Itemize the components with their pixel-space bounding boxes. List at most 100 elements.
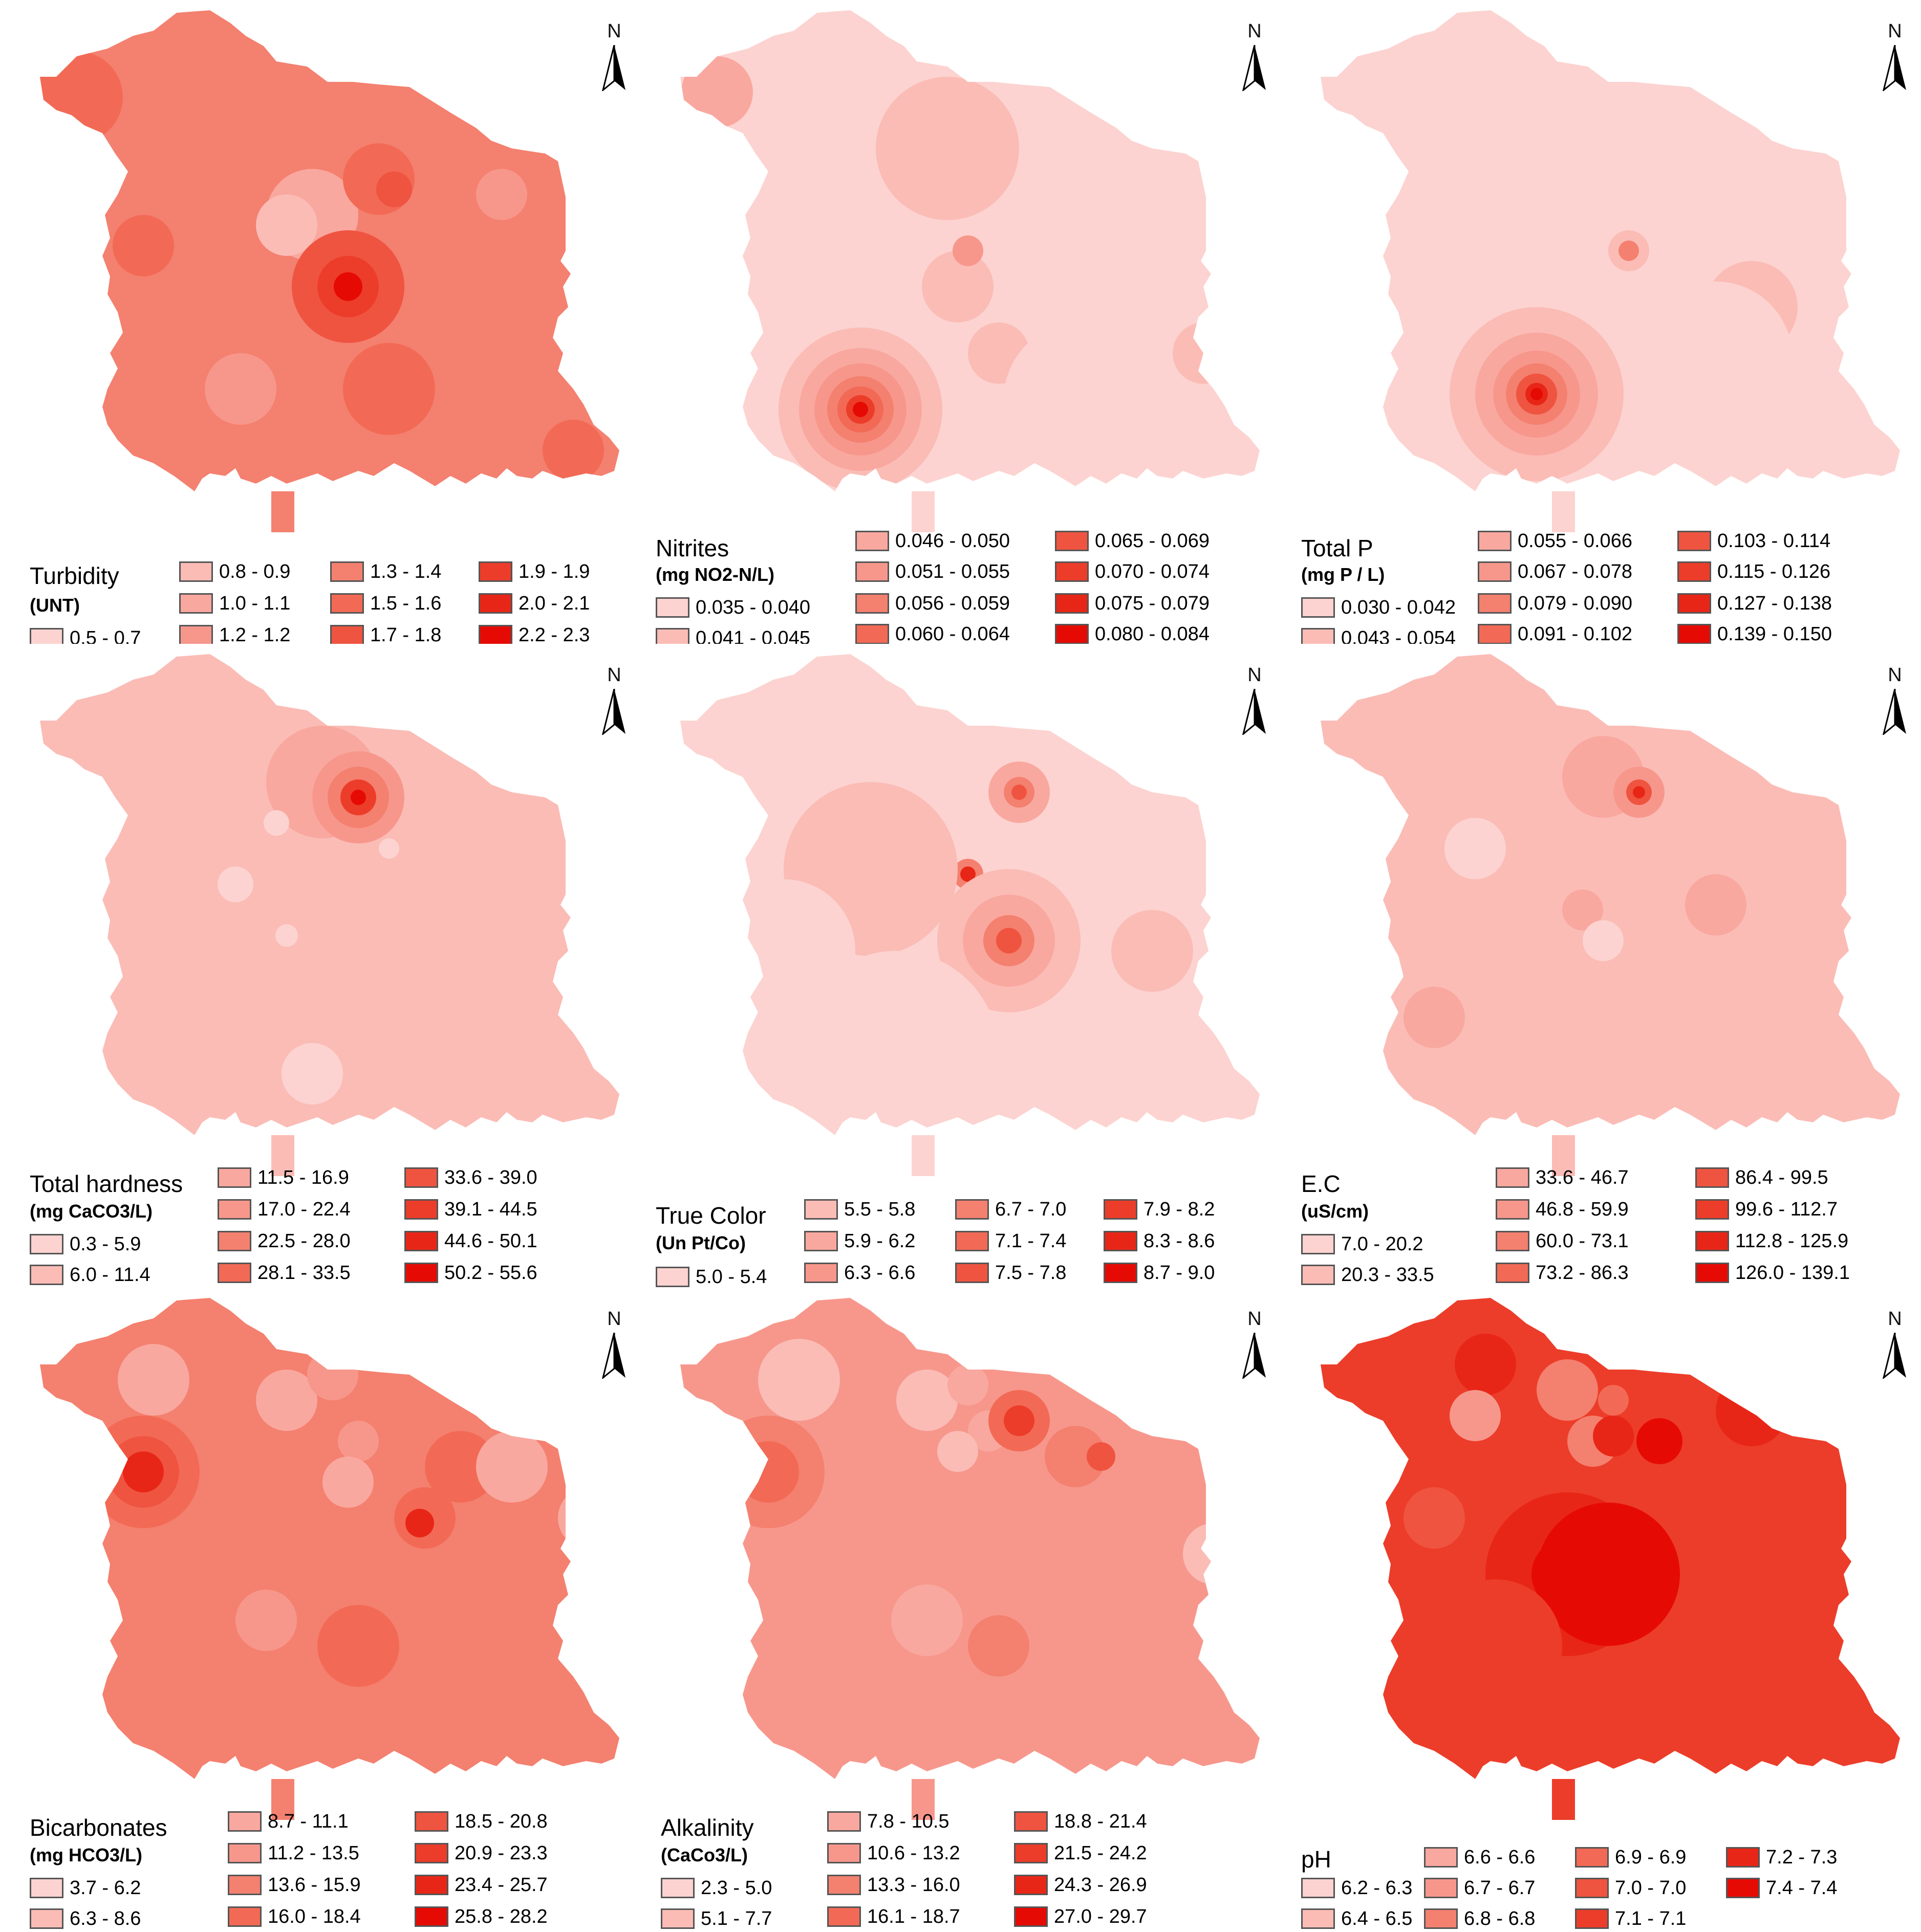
legend-item: 1.7 - 1.8 — [330, 623, 441, 644]
legend-label: 3.7 - 6.2 — [70, 1877, 141, 1899]
legend-swatch — [661, 1908, 695, 1929]
legend-label: 22.5 - 28.0 — [257, 1230, 351, 1252]
contour-zone — [1101, 1579, 1183, 1661]
legend-swatch — [179, 593, 213, 614]
legend-label: 2.2 - 2.3 — [519, 624, 590, 644]
contour-zone — [1173, 322, 1234, 384]
legend-swatch — [1695, 1263, 1729, 1283]
legend-label: 11.5 - 16.9 — [257, 1166, 349, 1188]
legend-unit: (uS/cm) — [1301, 1201, 1369, 1222]
contour-zone — [405, 1509, 434, 1537]
legend-swatch — [955, 1263, 989, 1283]
legend-label: 0.046 - 0.050 — [895, 530, 1010, 552]
legend-label: 13.6 - 15.9 — [268, 1874, 361, 1896]
contour-zone — [1429, 1579, 1562, 1712]
legend-label: 5.0 - 5.4 — [696, 1266, 767, 1288]
contour-zone — [113, 215, 174, 276]
contour-zone — [317, 1605, 399, 1687]
legend-swatch — [1575, 1847, 1609, 1868]
legend-unit: (UNT) — [30, 595, 80, 616]
legend-swatch — [1014, 1811, 1048, 1832]
legend-swatch — [656, 1267, 689, 1287]
legend-label: 0.091 - 0.102 — [1518, 623, 1632, 644]
legend-item: 2.3 - 5.0 — [661, 1876, 772, 1900]
contour-zone — [1537, 1359, 1598, 1421]
legend-label: 60.0 - 73.1 — [1536, 1230, 1629, 1252]
legend-item: 0.070 - 0.074 — [1055, 560, 1210, 583]
legend-swatch — [179, 561, 213, 582]
legend-swatch — [1104, 1199, 1137, 1220]
contour-zone — [275, 924, 298, 947]
legend-swatch — [656, 628, 689, 644]
legend-item: 25.8 - 28.2 — [415, 1905, 548, 1928]
contour-zone — [256, 1370, 317, 1431]
contour-zone — [876, 77, 1019, 220]
legend-swatch — [228, 1906, 262, 1927]
legend-item: 6.0 - 11.4 — [30, 1263, 150, 1287]
contour-zone — [1111, 910, 1193, 992]
legend-item: 126.0 - 139.1 — [1695, 1261, 1850, 1285]
legend-label: 7.1 - 7.1 — [1615, 1907, 1687, 1929]
north-label: N — [1247, 20, 1262, 42]
legend-item: 99.6 - 112.7 — [1695, 1198, 1838, 1221]
legend-unit: (mg HCO3/L) — [30, 1844, 142, 1865]
legend-item: 5.5 - 5.8 — [804, 1198, 915, 1221]
legend-item: 6.7 - 7.0 — [955, 1198, 1066, 1221]
legend-label: 1.5 - 1.6 — [370, 592, 442, 614]
legend-item: 22.5 - 28.0 — [218, 1229, 351, 1253]
legend-label: 6.6 - 6.6 — [1464, 1846, 1536, 1868]
contour-zone — [1721, 956, 1813, 1048]
legend-unit: (mg P / L) — [1301, 564, 1385, 585]
legend-swatch — [1695, 1231, 1729, 1251]
map-panel-8: N Alkalinity (CaCo3/L) 2.3 - 5.0 5.1 - 7.7 7.… — [640, 1288, 1281, 1931]
legend-label: 7.2 - 7.3 — [1766, 1846, 1838, 1868]
contour-zone — [1531, 1538, 1603, 1610]
contour-zone — [996, 928, 1022, 953]
legend-title: pH — [1301, 1846, 1331, 1873]
contour-zone — [235, 1590, 297, 1651]
legend-label: 13.3 - 16.0 — [867, 1874, 960, 1896]
legend-swatch — [1496, 1231, 1529, 1251]
contour-zone — [1583, 920, 1624, 961]
legend-swatch — [1496, 1263, 1529, 1283]
legend-item: 0.5 - 0.7 — [30, 626, 141, 644]
contour-zone — [937, 1431, 978, 1472]
legend-label: 39.1 - 44.5 — [444, 1198, 537, 1220]
legend-swatch — [415, 1906, 448, 1927]
legend-label: 0.035 - 0.040 — [696, 596, 810, 618]
legend-item: 0.079 - 0.090 — [1478, 592, 1632, 615]
contour-zone — [1618, 241, 1639, 261]
contour-zone — [953, 235, 983, 266]
legend-swatch — [1301, 1908, 1335, 1929]
legend-title: Total hardness — [30, 1170, 183, 1197]
contour-zone — [896, 1370, 958, 1431]
legend-title: Total P — [1301, 535, 1373, 561]
contour-zone — [334, 272, 362, 301]
legend-item: 5.9 - 6.2 — [804, 1229, 915, 1253]
legend-label: 33.6 - 46.7 — [1536, 1166, 1629, 1188]
legend-label: 0.115 - 0.126 — [1717, 560, 1831, 582]
legend-label: 0.075 - 0.079 — [1095, 592, 1210, 614]
legend-swatch — [218, 1199, 251, 1220]
legend-title: Alkalinity — [661, 1814, 754, 1841]
legend-item: 7.0 - 20.2 — [1301, 1232, 1423, 1256]
legend-item: 23.4 - 25.7 — [415, 1873, 548, 1897]
legend-item: 8.7 - 11.1 — [228, 1810, 349, 1833]
legend-swatch — [804, 1231, 838, 1251]
legend-swatch — [1055, 531, 1089, 551]
legend-item: 0.043 - 0.054 — [1301, 626, 1456, 644]
contour-zone — [738, 1441, 799, 1503]
legend-label: 0.043 - 0.054 — [1341, 627, 1456, 644]
legend-label: 7.0 - 7.0 — [1615, 1877, 1687, 1899]
legend-swatch — [855, 593, 889, 614]
contour-zone — [1087, 1442, 1115, 1471]
legend-label: 6.3 - 8.6 — [70, 1907, 141, 1929]
legend-label: 17.0 - 22.4 — [257, 1198, 351, 1220]
map-surface — [1321, 10, 1900, 532]
legend-swatch — [218, 1231, 251, 1251]
contour-zone — [1404, 987, 1465, 1048]
legend-item: 44.6 - 50.1 — [404, 1229, 537, 1253]
legend-label: 1.0 - 1.1 — [219, 592, 291, 614]
legend-title: Turbidity — [30, 562, 119, 589]
legend-label: 7.4 - 7.4 — [1766, 1877, 1838, 1899]
